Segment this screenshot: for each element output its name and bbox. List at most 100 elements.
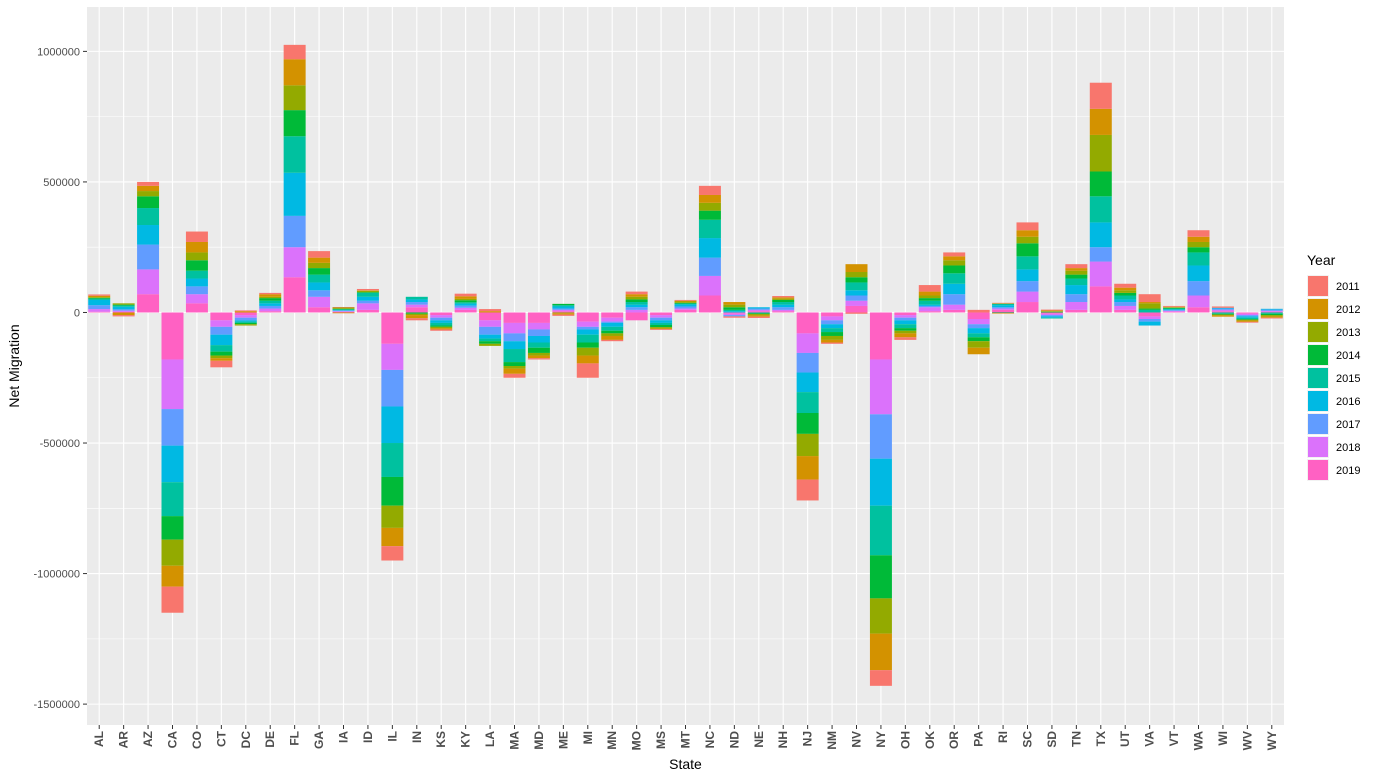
- bar-segment-MT-2017: [674, 306, 697, 309]
- bar-segment-WA-2019: [1187, 307, 1210, 313]
- bar-segment-IA-2018: [332, 311, 355, 312]
- bar-segment-TX-2017: [1089, 247, 1112, 262]
- bar-segment-UT-2015: [1114, 295, 1137, 300]
- bar-segment-WV-2013: [1236, 319, 1259, 321]
- bar-segment-MI-2016: [576, 329, 599, 335]
- bar-segment-KS-2018: [430, 315, 453, 318]
- x-tick-label: ND: [727, 731, 741, 749]
- bar-segment-AR-2019: [112, 311, 135, 313]
- bar-segment-KY-2012: [454, 296, 477, 299]
- bar-segment-WA-2012: [1187, 236, 1210, 242]
- x-tick-label: OH: [898, 731, 912, 749]
- bar-segment-NM-2012: [821, 339, 844, 343]
- bar-segment-IL-2017: [381, 369, 404, 407]
- bar-segment-WV-2014: [1236, 319, 1259, 320]
- bar-segment-ND-2014: [723, 307, 746, 310]
- bar-segment-VT-2018: [1163, 310, 1186, 312]
- bar-segment-CO-2014: [185, 260, 208, 271]
- bar-segment-VT-2012: [1163, 306, 1186, 308]
- bar-segment-CO-2018: [185, 294, 208, 304]
- bar-segment-IN-2019: [405, 307, 428, 313]
- x-tick-label: SC: [1021, 731, 1035, 748]
- bar-segment-ND-2011: [723, 316, 746, 318]
- bar-segment-RI-2011: [992, 302, 1015, 304]
- bar-segment-MT-2011: [674, 299, 697, 301]
- bar-segment-DC-2012: [234, 311, 257, 313]
- bar-segment-WY-2017: [1260, 309, 1283, 311]
- bar-segment-MA-2017: [503, 333, 526, 342]
- bar-segment-GA-2011: [308, 251, 331, 258]
- bar-segment-SC-2019: [1016, 302, 1039, 313]
- bar-segment-AR-2012: [112, 312, 135, 316]
- bar-segment-MA-2019: [503, 312, 526, 323]
- bar-segment-LA-2014: [479, 341, 502, 344]
- bar-segment-NE-2015: [747, 312, 770, 314]
- bar-segment-PA-2016: [967, 328, 990, 334]
- bar-segment-MT-2013: [674, 301, 697, 303]
- bar-segment-MD-2016: [527, 335, 550, 343]
- bar-segment-MN-2013: [601, 333, 624, 336]
- bar-segment-OH-2018: [894, 315, 917, 318]
- bar-segment-ME-2014: [552, 303, 575, 306]
- bar-segment-OR-2019: [943, 309, 966, 313]
- bar-segment-DE-2016: [259, 303, 282, 306]
- x-tick-label: WY: [1265, 731, 1279, 750]
- legend-swatch-2016: [1308, 391, 1328, 411]
- bar-segment-PA-2018: [967, 319, 990, 325]
- bar-segment-IA-2012: [332, 312, 355, 314]
- bar-segment-DC-2018: [234, 315, 257, 318]
- legend-swatch-2017: [1308, 414, 1328, 434]
- bar-segment-SD-2012: [1040, 310, 1063, 312]
- bar-segment-NV-2013: [845, 272, 868, 278]
- bar-segment-CA-2013: [161, 539, 184, 566]
- bar-segment-CT-2012: [210, 358, 233, 361]
- bar-segment-LA-2011: [479, 309, 502, 312]
- bar-segment-NJ-2014: [796, 412, 819, 434]
- bar-segment-IN-2015: [405, 296, 428, 300]
- bar-segment-WA-2014: [1187, 247, 1210, 253]
- bar-segment-CT-2017: [210, 326, 233, 335]
- x-tick-label: IA: [337, 731, 351, 743]
- bar-segment-TN-2015: [1065, 278, 1088, 286]
- bar-segment-ME-2013: [552, 312, 575, 314]
- bar-segment-DC-2013: [234, 324, 257, 326]
- bar-segment-NC-2011: [698, 185, 721, 195]
- bar-segment-OK-2018: [918, 307, 941, 312]
- bar-segment-NY-2017: [869, 414, 892, 459]
- bar-segment-DE-2013: [259, 296, 282, 299]
- bar-segment-SC-2016: [1016, 269, 1039, 282]
- x-tick-label: NJ: [801, 731, 815, 746]
- bar-segment-DE-2015: [259, 300, 282, 304]
- bar-segment-NV-2015: [845, 282, 868, 291]
- bar-segment-IA-2015: [332, 309, 355, 311]
- bar-segment-OH-2014: [894, 328, 917, 331]
- bar-segment-NH-2014: [772, 299, 795, 303]
- bar-segment-CA-2015: [161, 482, 184, 517]
- bar-segment-MA-2014: [503, 362, 526, 366]
- bar-segment-UT-2013: [1114, 290, 1137, 293]
- bar-segment-WI-2013: [1211, 314, 1234, 316]
- bar-segment-WI-2017: [1211, 308, 1234, 310]
- legend-swatch-2015: [1308, 368, 1328, 388]
- bar-segment-NH-2018: [772, 309, 795, 312]
- bar-segment-MO-2016: [625, 304, 648, 308]
- bar-segment-MS-2019: [650, 312, 673, 316]
- bar-segment-MO-2013: [625, 296, 648, 300]
- bar-segment-SC-2011: [1016, 222, 1039, 231]
- bar-segment-TN-2018: [1065, 302, 1088, 310]
- x-tick-label: IL: [385, 731, 399, 742]
- bar-segment-KS-2019: [430, 312, 453, 316]
- bar-segment-PA-2019: [967, 312, 990, 320]
- bar-segment-NC-2018: [698, 275, 721, 296]
- bar-segment-VA-2013: [1138, 303, 1161, 309]
- bar-segment-WY-2013: [1260, 315, 1283, 317]
- bar-segment-NV-2017: [845, 295, 868, 301]
- bar-segment-OR-2012: [943, 256, 966, 261]
- bar-segment-NM-2017: [821, 320, 844, 325]
- bar-segment-IL-2019: [381, 312, 404, 344]
- bar-segment-AL-2015: [88, 298, 111, 300]
- bar-segment-AZ-2015: [137, 208, 160, 226]
- bar-segment-DE-2011: [259, 292, 282, 295]
- bar-segment-OK-2013: [918, 295, 941, 299]
- bar-segment-CO-2012: [185, 241, 208, 253]
